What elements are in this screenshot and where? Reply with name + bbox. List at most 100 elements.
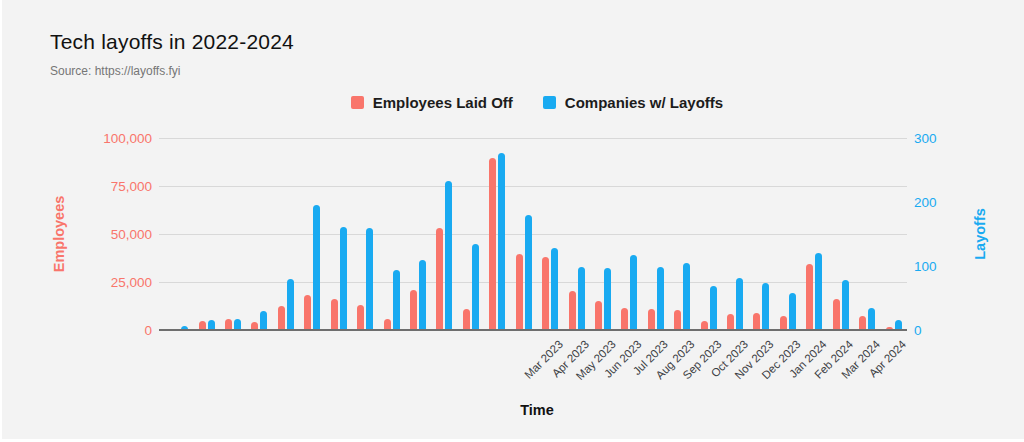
bar-employees <box>542 257 549 330</box>
bar-companies <box>868 308 875 330</box>
chart-title: Tech layoffs in 2022-2024 <box>50 30 294 54</box>
bar-group-nov-2022 <box>431 138 457 330</box>
bar-companies <box>762 283 769 330</box>
chart-source: Source: https://layoffs.fyi <box>50 64 181 78</box>
bar-group-jul-2022 <box>326 138 352 330</box>
bar-employees <box>833 299 840 330</box>
y-right-tick-label: 200 <box>914 195 937 210</box>
bar-companies <box>578 267 585 330</box>
bar-group-oct-2023 <box>722 138 748 330</box>
bar-group-jan-2024 <box>801 138 827 330</box>
bar-companies <box>313 205 320 330</box>
bar-group-aug-2023 <box>669 138 695 330</box>
y-right-tick-label: 300 <box>914 131 937 146</box>
bar-group-sep-2023 <box>695 138 721 330</box>
y-left-tick-label: 50,000 <box>111 227 152 242</box>
y-left-tick-label: 0 <box>144 323 152 338</box>
bar-group-jun-2023 <box>616 138 642 330</box>
bar-companies <box>366 228 373 330</box>
bar-companies <box>551 248 558 330</box>
bar-group-mar-2023 <box>537 138 563 330</box>
bar-employees <box>674 310 681 330</box>
bar-group-jul-2023 <box>643 138 669 330</box>
bar-group-oct-2022 <box>405 138 431 330</box>
x-axis-line <box>159 329 907 331</box>
bar-companies <box>498 153 505 330</box>
y-right-tick-label: 100 <box>914 259 937 274</box>
legend-swatch-companies-icon <box>543 96 556 109</box>
y-axis-left-tick-labels: 100,00075,00050,00025,0000 <box>80 138 152 330</box>
bar-group-apr-2024 <box>880 138 906 330</box>
bar-series <box>167 138 907 330</box>
bar-employees <box>463 309 470 330</box>
bar-companies <box>604 268 611 330</box>
bar-group-apr-2023 <box>563 138 589 330</box>
legend-label-companies: Companies w/ Layoffs <box>565 94 723 111</box>
bar-employees <box>569 291 576 330</box>
legend-item-companies: Companies w/ Layoffs <box>543 94 723 111</box>
bar-companies <box>287 279 294 330</box>
bar-group-jun-2022 <box>299 138 325 330</box>
bar-employees <box>357 305 364 330</box>
bar-group-nov-2023 <box>748 138 774 330</box>
plot-area <box>167 138 907 330</box>
bar-group-may-2023 <box>590 138 616 330</box>
bar-companies <box>815 253 822 330</box>
bar-group-jan-2023 <box>484 138 510 330</box>
bar-companies <box>419 260 426 330</box>
bar-group-aug-2022 <box>352 138 378 330</box>
bar-employees <box>436 228 443 331</box>
legend-swatch-employees-icon <box>351 96 364 109</box>
bar-employees <box>489 158 496 330</box>
y-left-tick-label: 75,000 <box>111 179 152 194</box>
bar-group-dec-2023 <box>775 138 801 330</box>
bar-employees <box>278 306 285 330</box>
bar-companies <box>260 311 267 330</box>
bar-employees <box>516 254 523 330</box>
bar-group-feb-2022 <box>193 138 219 330</box>
legend-label-employees: Employees Laid Off <box>373 94 513 111</box>
y-axis-title-layoffs: Layoffs <box>972 208 988 260</box>
bar-group-jan-2022 <box>167 138 193 330</box>
bar-group-dec-2022 <box>458 138 484 330</box>
bar-group-feb-2024 <box>828 138 854 330</box>
bar-companies <box>340 227 347 330</box>
bar-employees <box>304 295 311 330</box>
bar-employees <box>648 309 655 330</box>
bar-group-apr-2022 <box>246 138 272 330</box>
bar-employees <box>595 301 602 330</box>
bar-companies <box>842 280 849 330</box>
bar-companies <box>710 286 717 330</box>
bar-group-may-2022 <box>273 138 299 330</box>
bar-group-feb-2023 <box>510 138 536 330</box>
bar-companies <box>445 181 452 330</box>
bar-companies <box>472 244 479 330</box>
x-axis-title: Time <box>167 402 907 418</box>
bar-employees <box>859 316 866 330</box>
bar-companies <box>789 293 796 330</box>
bar-companies <box>683 263 690 330</box>
bar-employees <box>331 299 338 331</box>
x-axis-tick-labels: Mar 2023Apr 2023May 2023Jun 2023Jul 2023… <box>167 334 907 398</box>
y-right-tick-label: 0 <box>914 323 922 338</box>
bar-companies <box>393 270 400 330</box>
bar-employees <box>621 308 628 330</box>
legend: Employees Laid Off Companies w/ Layoffs <box>167 94 907 111</box>
y-axis-right-tick-labels: 3002001000 <box>914 138 974 330</box>
bar-companies <box>657 267 664 330</box>
bar-employees <box>410 290 417 330</box>
bar-employees <box>727 314 734 330</box>
bar-employees <box>780 316 787 330</box>
legend-item-employees: Employees Laid Off <box>351 94 513 111</box>
bar-employees <box>806 264 813 330</box>
bar-group-mar-2022 <box>220 138 246 330</box>
y-axis-title-employees: Employees <box>51 196 67 273</box>
bar-companies <box>630 255 637 330</box>
y-left-tick-label: 25,000 <box>111 275 152 290</box>
bar-companies <box>525 215 532 330</box>
bar-employees <box>753 313 760 330</box>
bar-group-sep-2022 <box>378 138 404 330</box>
bar-group-mar-2024 <box>854 138 880 330</box>
bar-companies <box>736 278 743 331</box>
y-left-tick-label: 100,000 <box>103 131 152 146</box>
